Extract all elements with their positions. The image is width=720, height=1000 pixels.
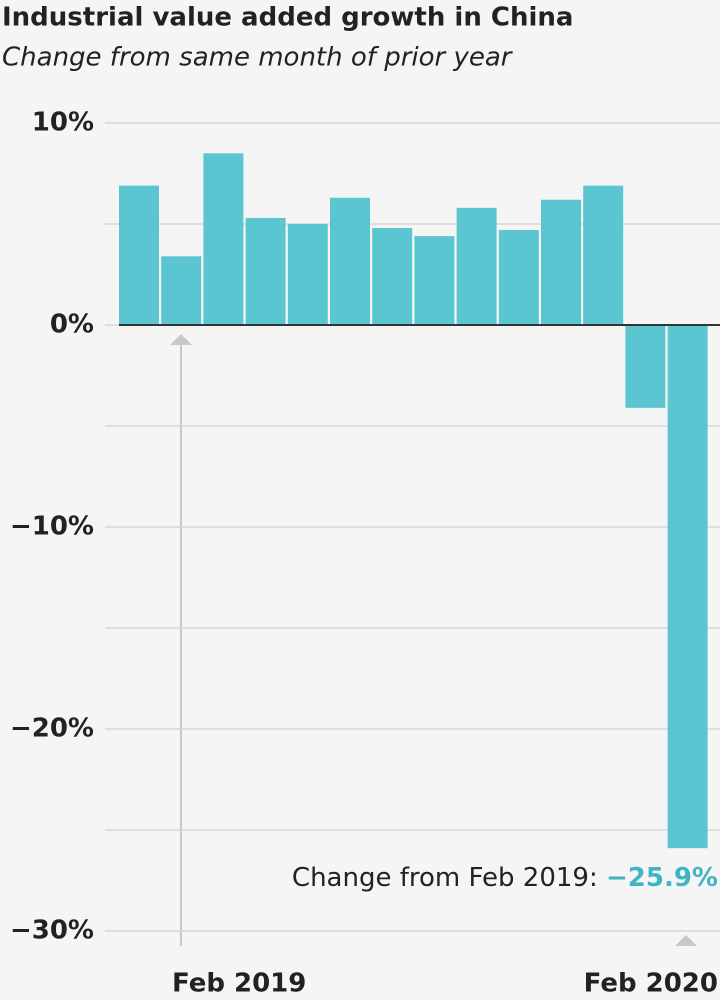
bar	[541, 199, 581, 325]
annotation-text: Change from Feb 2019:	[292, 863, 598, 893]
bar	[161, 256, 202, 325]
bar	[667, 325, 708, 849]
bar	[372, 228, 413, 325]
y-tick-label: −30%	[10, 916, 94, 946]
bar	[625, 325, 666, 408]
chart-subtitle: Change from same month of prior year	[2, 43, 514, 73]
bar	[287, 224, 328, 325]
y-tick-label: −10%	[10, 512, 94, 542]
x-tick-label: Feb 2019	[172, 969, 306, 999]
annotation-space	[598, 863, 606, 893]
feb-2020-pointer	[675, 935, 697, 946]
bar	[498, 230, 539, 325]
chart-title: Industrial value added growth in China	[2, 3, 573, 33]
y-tick-label: 0%	[50, 310, 94, 340]
bar	[119, 185, 159, 325]
bar	[330, 197, 370, 325]
feb-2019-pointer	[170, 334, 192, 946]
bar	[414, 236, 455, 325]
y-tick-label: −20%	[10, 714, 94, 744]
bar	[583, 185, 624, 325]
bar	[245, 217, 286, 325]
bar	[456, 207, 497, 325]
x-tick-label: Feb 2020	[584, 969, 718, 999]
value-label: −25.9%	[606, 863, 718, 893]
annotation: Change from Feb 2019: −25.9%	[292, 863, 718, 893]
bar	[203, 153, 244, 325]
y-tick-label: 10%	[32, 108, 94, 138]
